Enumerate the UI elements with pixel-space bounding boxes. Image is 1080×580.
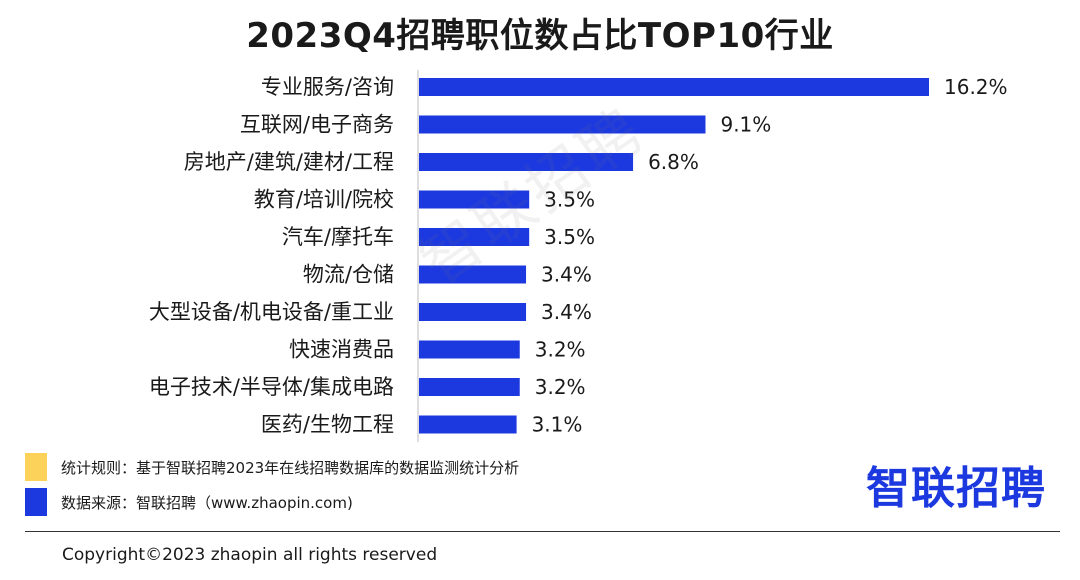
bar: [419, 378, 520, 396]
footer-divider: [25, 531, 1060, 532]
bar: [419, 78, 929, 96]
category-label: 快速消费品: [289, 338, 394, 362]
source-swatch: [25, 488, 47, 516]
bar: [419, 190, 530, 209]
bar: [419, 265, 527, 284]
category-label: 电子技术/半导体/集成电路: [149, 375, 394, 399]
value-label: 3.4%: [541, 263, 592, 287]
category-label: 教育/培训/院校: [254, 188, 394, 212]
value-label: 6.8%: [648, 150, 699, 174]
zhaopin-logo: 智联招聘: [866, 463, 1046, 514]
category-label: 物流/仓储: [303, 263, 394, 287]
chart-title: 2023Q4招聘职位数占比TOP10行业: [246, 16, 834, 56]
category-label: 医药/生物工程: [261, 413, 394, 437]
bar: [419, 228, 530, 246]
bar: [419, 340, 520, 359]
bar: [419, 415, 517, 434]
bar-chart: 专业服务/咨询 16.2% 互联网/电子商务 9.1% 房地产/建筑/建材/工程 6.8%…: [149, 70, 1008, 442]
copyright-text: Copyright©2023 zhaopin all rights reserv…: [62, 545, 438, 565]
value-label: 9.1%: [720, 113, 771, 137]
value-label: 3.5%: [544, 225, 595, 249]
category-label: 专业服务/咨询: [261, 75, 394, 99]
value-label: 3.1%: [532, 413, 583, 437]
data-source-note: 数据来源：智联招聘（www.zhaopin.com): [25, 488, 353, 516]
bar: [419, 303, 527, 321]
value-label: 3.5%: [544, 188, 595, 212]
stat-rule-text: 统计规则：基于智联招聘2023年在线招聘数据库的数据监测统计分析: [61, 458, 520, 477]
value-label: 3.4%: [541, 300, 592, 324]
data-source-text: 数据来源：智联招聘（www.zhaopin.com): [61, 493, 353, 512]
bar: [419, 115, 706, 134]
category-label: 大型设备/机电设备/重工业: [149, 300, 394, 324]
value-label: 3.2%: [535, 375, 586, 399]
value-label: 3.2%: [535, 338, 586, 362]
bar: [419, 153, 634, 171]
value-label: 16.2%: [944, 75, 1008, 99]
rule-swatch: [25, 453, 47, 481]
category-label: 房地产/建筑/建材/工程: [184, 150, 394, 174]
category-label: 互联网/电子商务: [240, 113, 394, 137]
stat-rule-note: 统计规则：基于智联招聘2023年在线招聘数据库的数据监测统计分析: [25, 453, 519, 481]
category-label: 汽车/摩托车: [282, 225, 394, 249]
